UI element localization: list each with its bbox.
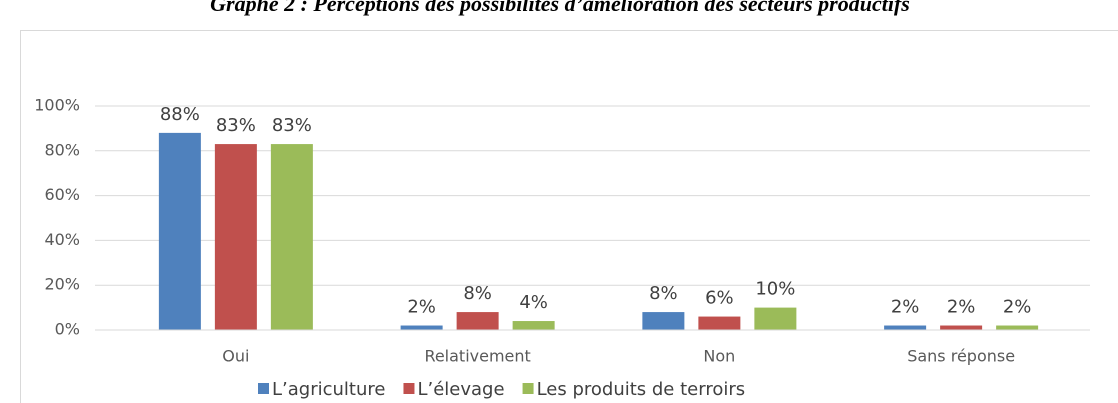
bar <box>400 325 443 330</box>
data-label: 2% <box>1003 297 1032 318</box>
data-label: 88% <box>160 104 200 125</box>
legend-swatch <box>522 383 534 394</box>
data-label: 8% <box>463 283 492 304</box>
bar <box>642 312 685 330</box>
data-label: 2% <box>891 297 920 318</box>
legend-swatch <box>258 383 269 394</box>
bar <box>754 307 797 330</box>
legend-label: L’élevage <box>417 379 504 400</box>
bar <box>270 144 313 330</box>
y-tick-label: 20% <box>44 275 80 294</box>
data-label: 2% <box>947 297 976 318</box>
data-label: 8% <box>649 283 678 304</box>
data-label: 10% <box>755 279 795 300</box>
data-label: 6% <box>705 288 734 309</box>
bar <box>996 325 1039 330</box>
bar <box>884 325 927 330</box>
bar <box>512 321 555 330</box>
legend-swatch <box>403 383 415 394</box>
bar <box>214 144 257 330</box>
chart-title: Graphe 2 : Perceptions des possibilités … <box>210 0 910 16</box>
y-tick-label: 80% <box>44 140 80 159</box>
y-tick-label: 40% <box>44 230 80 249</box>
legend-label: Les produits de terroirs <box>537 379 746 400</box>
x-tick-label: Relativement <box>424 347 530 366</box>
legend-label: L’agriculture <box>272 379 385 400</box>
x-tick-label: Sans réponse <box>907 347 1015 366</box>
data-label: 2% <box>407 297 436 318</box>
data-label: 4% <box>519 292 548 313</box>
data-label: 83% <box>216 115 256 136</box>
bar <box>940 325 983 330</box>
x-tick-label: Non <box>703 347 735 366</box>
chart-border <box>20 30 1118 403</box>
x-tick-label: Oui <box>222 347 249 366</box>
bar <box>698 316 741 330</box>
y-tick-label: 60% <box>44 185 80 204</box>
bar <box>456 312 499 330</box>
y-tick-label: 0% <box>55 320 80 339</box>
data-label: 83% <box>272 115 312 136</box>
bar <box>158 132 201 330</box>
y-tick-label: 100% <box>34 96 80 115</box>
